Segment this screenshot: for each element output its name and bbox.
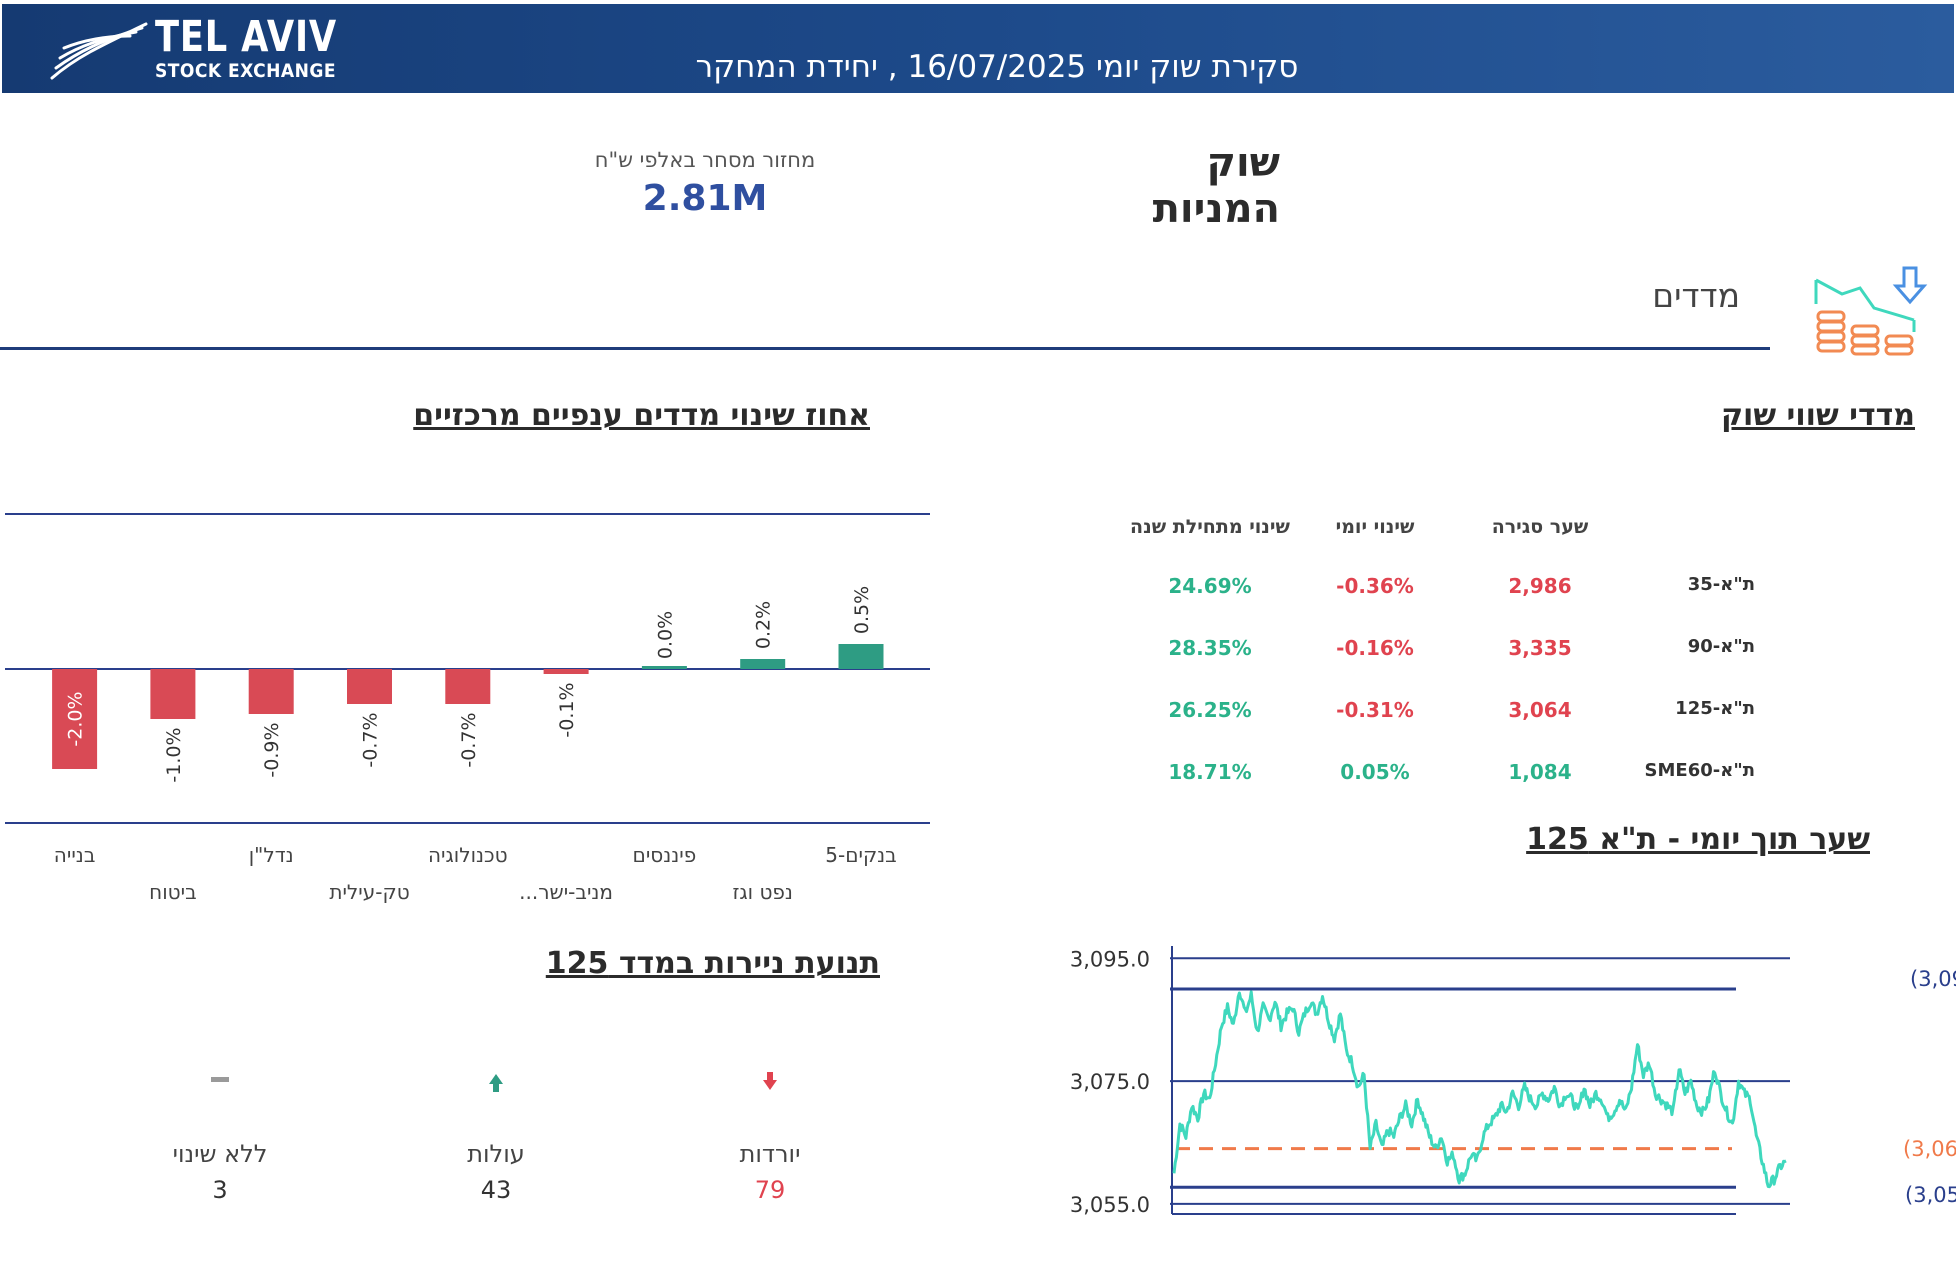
arrow-up-icon (489, 1074, 503, 1092)
category-label: נפט וגז (732, 880, 792, 904)
col-header-ytd: שינוי מתחילת שנה (1130, 516, 1290, 538)
bar (248, 669, 294, 714)
declining-label: יורדות (739, 1140, 801, 1168)
sector-bar-chart: 0.5% בנקים-5 0.2% נפט וגז 0.0% פיננסים -0.1% מנ… (5, 513, 930, 904)
index-close: 1,084 (1508, 760, 1572, 784)
max-line-label: מקסימלי (3,090.0) (1910, 967, 1956, 991)
intraday-price-line (1172, 990, 1787, 1189)
index-name: ת"א-90 (1687, 636, 1755, 657)
index-daily-change: -0.31% (1336, 698, 1414, 722)
category-label: ביטוח (149, 880, 197, 904)
category-label: פיננסים (633, 843, 697, 867)
report-title: סקירת שוק יומי 16/07/2025 , יחידת המחקר (695, 49, 1299, 85)
arrow-down-icon (763, 1072, 777, 1090)
bar (641, 666, 687, 669)
bar-value-label: 0.2% (753, 601, 775, 649)
bar (445, 669, 491, 704)
tase-logo-icon (50, 22, 148, 80)
col-header-daily: שינוי יומי (1335, 516, 1415, 538)
category-label: טכנולוגיה (428, 843, 508, 867)
category-label: טק-עילית (329, 880, 409, 904)
category-label: נדל"ן (249, 843, 294, 867)
intraday-chart-title: שער תוך יומי - ת"א 125 (1526, 822, 1870, 857)
category-label: בנייה (54, 843, 96, 867)
index-close: 3,064 (1508, 698, 1572, 722)
logo-title: TEL AVIV (155, 12, 338, 62)
bar-value-label: -1.0% (163, 727, 185, 782)
bar-value-label: 0.0% (654, 611, 676, 659)
y-tick-label: 3,095.0 (1070, 947, 1150, 971)
market-indices-title: מדדי שווי שוק (1720, 398, 1915, 433)
y-tick-label: 3,075.0 (1070, 1070, 1150, 1094)
movement-title: תנועת ניירות במדד 125 (545, 946, 880, 981)
declining-count: 79 (754, 1176, 786, 1204)
section-divider (0, 347, 1770, 350)
index-daily-change: -0.36% (1336, 574, 1414, 598)
bar (150, 669, 196, 719)
bar-value-label: -2.0% (65, 691, 87, 746)
bar (543, 669, 589, 674)
close-line-label: סגירה (3,064.0) (1903, 1137, 1956, 1161)
min-line-label: מינימלי (3,057.7) (1905, 1183, 1956, 1207)
app-header: TEL AVIV STOCK EXCHANGE סקירת שוק יומי 1… (2, 4, 1954, 93)
intraday-line-chart: 3,055.03,075.03,095.0 מקסימלי (3,090.0) … (1070, 946, 1956, 1217)
index-name: ת"א-35 (1687, 574, 1755, 595)
index-ytd-change: 18.71% (1168, 760, 1252, 784)
page-title: שוק המניות (1152, 140, 1280, 232)
logo-subtitle: STOCK EXCHANGE (155, 60, 336, 82)
index-close: 2,986 (1508, 574, 1572, 598)
unchanged-count: 3 (212, 1176, 228, 1204)
bar (740, 659, 786, 669)
index-ytd-change: 28.35% (1168, 636, 1252, 660)
advancing-count: 43 (480, 1176, 512, 1204)
bar-value-label: -0.9% (261, 722, 283, 777)
bar (838, 644, 884, 669)
bar (52, 669, 98, 769)
sector-chart-title: אחוז שינוי מדדים ענפיים מרכזיים (413, 398, 870, 433)
index-daily-change: -0.16% (1336, 636, 1414, 660)
bar-value-label: -0.1% (556, 682, 578, 737)
section-label: מדדים (1652, 276, 1740, 315)
advancing-label: עולות (467, 1140, 525, 1168)
index-name: ת"א-125 (1675, 698, 1755, 719)
unchanged-label: ללא שינוי (172, 1140, 268, 1168)
category-label: בנקים-5 (825, 843, 896, 867)
category-label: מניב-ישר... (519, 880, 613, 904)
bar-value-label: -0.7% (458, 712, 480, 767)
index-daily-change: 0.05% (1340, 760, 1410, 784)
bar (347, 669, 392, 704)
index-close: 3,335 (1508, 636, 1572, 660)
dash-icon (211, 1077, 229, 1082)
index-name: ת"א-SME60 (1644, 760, 1755, 781)
indices-down-icon (1814, 266, 1928, 356)
y-tick-label: 3,055.0 (1070, 1193, 1150, 1217)
col-header-close: שער סגירה (1491, 516, 1589, 538)
bar-value-label: 0.5% (851, 586, 873, 634)
turnover-value: 2.81M (642, 178, 768, 219)
turnover-label: מחזור מסחר באלפי ש"ח (594, 148, 816, 172)
index-ytd-change: 26.25% (1168, 698, 1252, 722)
bar-value-label: -0.7% (360, 712, 382, 767)
index-ytd-change: 24.69% (1168, 574, 1252, 598)
